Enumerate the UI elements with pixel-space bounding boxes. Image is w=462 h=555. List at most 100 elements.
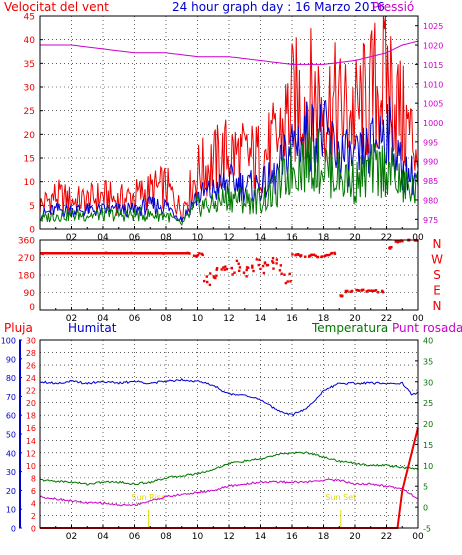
panel1-series [39,15,419,226]
wind-direction-point [251,264,254,267]
wind-direction-point [320,255,324,258]
wind-direction-point [283,273,286,276]
x-tick-label: 06 [129,532,141,542]
wind-direction-point [235,259,239,263]
wind-direction-point [186,251,190,255]
wind-direction-point [104,251,108,254]
wind-direction-point [349,290,352,293]
wind-direction-point [271,256,275,260]
punt-rosada-line [39,478,419,507]
y-right-tick-label: 1005 [423,100,443,109]
panel3-series [39,377,419,529]
y-pluja-tick-label: 6 [31,487,36,496]
wind-direction-point [344,289,348,293]
x-tick-label: 20 [349,314,361,324]
wind-direction-point [261,264,265,268]
wind-direction-point [238,266,242,269]
wind-direction-point [374,289,378,292]
y-temp-tick-label: 30 [423,378,433,387]
wind-direction-point [201,253,204,257]
y-pluja-tick-label: 8 [31,474,36,483]
y-tick-label: 90 [24,289,36,299]
wind-direction-point [275,258,279,261]
y-hum-tick-label: 70 [6,393,16,402]
x-tick-label: 04 [97,314,109,324]
temperatura-line [39,451,419,486]
y-left-tick-label: 25 [24,107,35,117]
y-hum-tick-label: 100 [1,337,16,346]
y-tick-label: 360 [18,237,35,247]
wind-direction-point [272,261,275,264]
wind-direction-point [279,264,282,267]
legend-humitat: Humitat [68,321,117,335]
x-tick-label: 22 [381,532,392,542]
y-pluja-tick-label: 20 [26,399,36,408]
y-tick-label: 0 [29,303,35,313]
wind-direction-point [284,281,288,285]
x-tick-label: 22 [381,314,392,324]
wind-direction-point [130,251,133,255]
wind-direction-point [245,268,248,272]
wind-direction-point [263,262,267,265]
wind-direction-point [286,280,289,283]
y-hum-tick-label: 90 [6,355,16,364]
x-tick-label: 18 [318,233,330,243]
y-hum-tick-label: 60 [6,412,16,421]
x-tick-label: 12 [223,532,234,542]
y-hum-tick-label: 20 [6,487,16,496]
compass-label: W [431,253,443,267]
y-pluja-tick-label: 4 [31,499,36,508]
wind-direction-point [381,290,385,294]
wind-direction-point [299,254,303,257]
wind-direction-point [396,240,399,244]
wind-direction-point [367,289,370,292]
wind-direction-point [275,262,278,265]
y-pluja-tick-label: 16 [26,424,36,433]
wind-direction-point [212,276,216,279]
legend-pluja: Pluja [4,321,33,335]
panel2-frame [39,239,419,311]
wind-direction-point [291,253,294,256]
x-tick-label: 06 [129,314,141,324]
y-left-tick-label: 20 [24,131,36,141]
x-tick-label: 02 [66,233,77,243]
x-tick-label: 14 [255,532,267,542]
wind-direction-point [365,290,368,293]
wind-direction-point [316,255,319,259]
panel1-frame [39,15,419,230]
panel1-left-axis-label: Velocitat del vent [4,0,109,14]
wind-direction-point [330,251,334,255]
wind-direction-point [371,289,374,293]
x-tick-label: 18 [318,532,330,542]
wind-direction-point [215,267,219,270]
wind-direction-point [225,267,229,271]
wind-direction-point [255,258,259,261]
wind-direction-point [222,266,225,269]
wind-direction-point [188,252,191,255]
y-pluja-tick-label: 12 [26,449,36,458]
wind-direction-point [242,271,246,274]
x-tick-label: 08 [160,314,172,324]
x-tick-label: 00 [412,233,424,243]
y-pluja-tick-label: 14 [26,437,36,446]
y-temp-tick-label: 10 [423,462,433,471]
y-left-tick-label: 15 [24,155,35,165]
wind-direction-point [198,252,201,255]
wind-direction-point [289,280,292,283]
wind-direction-point [224,265,227,268]
y-tick-label: 270 [18,254,35,264]
wind-direction-point [312,253,316,256]
wind-direction-point [252,269,255,273]
wind-direction-point [272,267,275,270]
wind-direction-point [360,288,364,292]
y-pluja-tick-label: 24 [26,374,36,383]
compass-label: S [433,268,441,282]
compass-label: N [433,299,442,313]
x-tick-label: 08 [160,233,172,243]
panel3-annotations: Sun Rise Sun Set [131,493,356,528]
wind-direction-point [271,260,274,263]
y-pluja-tick-label: 10 [26,462,36,471]
panel1-right-axis-label: Pressió [372,0,414,14]
y-right-tick-label: 1000 [423,119,443,128]
